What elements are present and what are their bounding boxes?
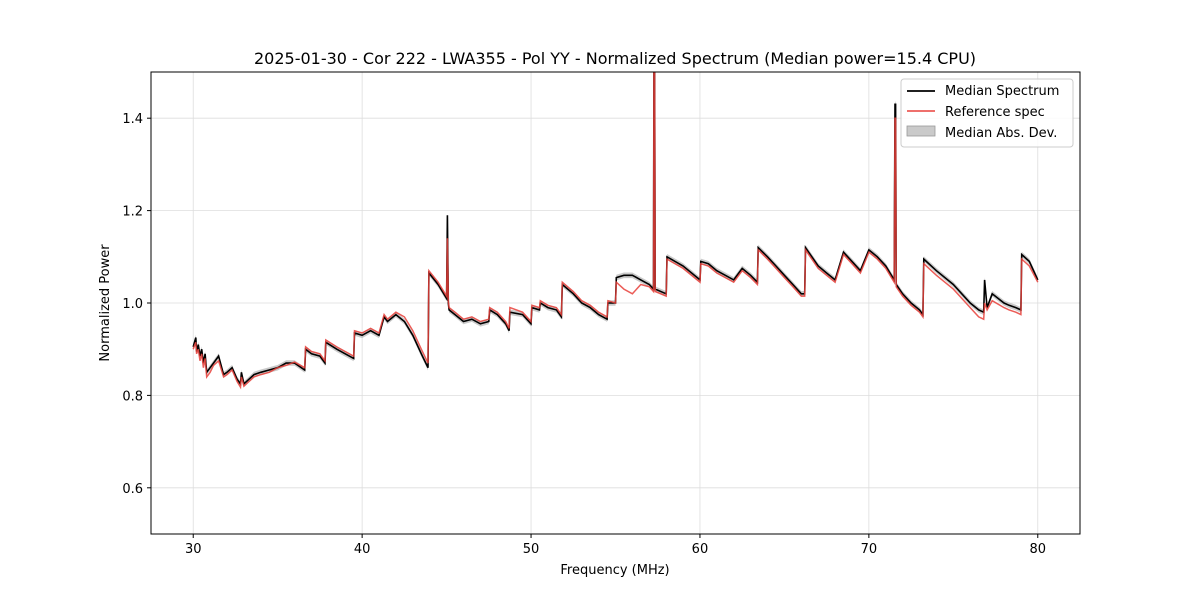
legend-median-label: Median Spectrum bbox=[945, 84, 1059, 99]
y-axis-label: Normalized Power bbox=[98, 244, 113, 362]
reference-spec-line bbox=[192, 72, 1039, 390]
axis-ticks: 30 40 50 60 70 80 0.6 0.8 1.0 1.2 1.4 bbox=[122, 112, 1046, 557]
y-tick-label: 1.2 bbox=[122, 205, 143, 220]
x-tick-label: 40 bbox=[354, 542, 371, 557]
y-tick-label: 1.0 bbox=[122, 297, 143, 312]
x-axis-label: Frequency (MHz) bbox=[560, 563, 669, 578]
y-tick-label: 0.6 bbox=[122, 482, 143, 497]
x-tick-label: 60 bbox=[692, 542, 709, 557]
plot-data bbox=[192, 72, 1039, 390]
x-tick-label: 50 bbox=[523, 542, 540, 557]
x-tick-label: 70 bbox=[861, 542, 878, 557]
y-tick-label: 1.4 bbox=[122, 112, 143, 127]
legend-reference-label: Reference spec bbox=[945, 105, 1045, 120]
y-tick-label: 0.8 bbox=[122, 389, 143, 404]
legend-mad-label: Median Abs. Dev. bbox=[945, 126, 1057, 141]
x-tick-label: 30 bbox=[185, 542, 202, 557]
x-tick-label: 80 bbox=[1029, 542, 1046, 557]
legend: Median Spectrum Reference spec Median Ab… bbox=[900, 78, 1074, 148]
legend-mad-swatch bbox=[906, 125, 936, 137]
chart-title: 2025-01-30 - Cor 222 - LWA355 - Pol YY -… bbox=[254, 49, 976, 68]
legend-box bbox=[900, 78, 1074, 148]
